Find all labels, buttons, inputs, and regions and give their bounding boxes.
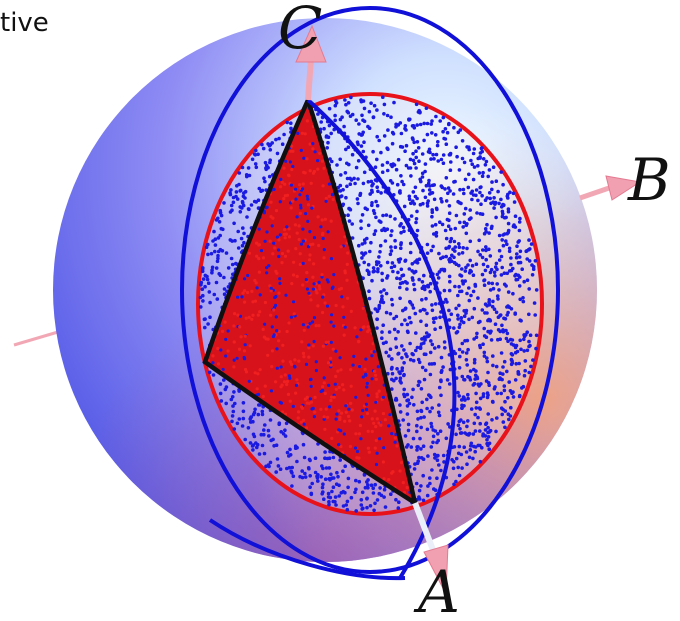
axis-c-arrowhead bbox=[295, 24, 327, 63]
axis-b-shaft bbox=[579, 184, 613, 201]
axis-b-arrowhead bbox=[605, 175, 642, 201]
axis-a-arrowhead bbox=[423, 544, 449, 596]
axis-left-stub bbox=[13, 330, 59, 347]
axis-a-shaft bbox=[412, 501, 436, 552]
triangle-fill bbox=[205, 100, 415, 503]
blue-lower-arc bbox=[208, 518, 406, 581]
axis-label-a: A bbox=[413, 558, 460, 621]
corner-text: tive bbox=[0, 8, 49, 38]
axis-c-shaft bbox=[305, 57, 314, 101]
blue-great-circle bbox=[180, 6, 560, 574]
axis-label-c: C bbox=[278, 0, 322, 62]
axis-label-b: B bbox=[627, 146, 671, 214]
blue-inner-arc bbox=[306, 98, 457, 580]
spherical-triangle bbox=[202, 93, 419, 508]
